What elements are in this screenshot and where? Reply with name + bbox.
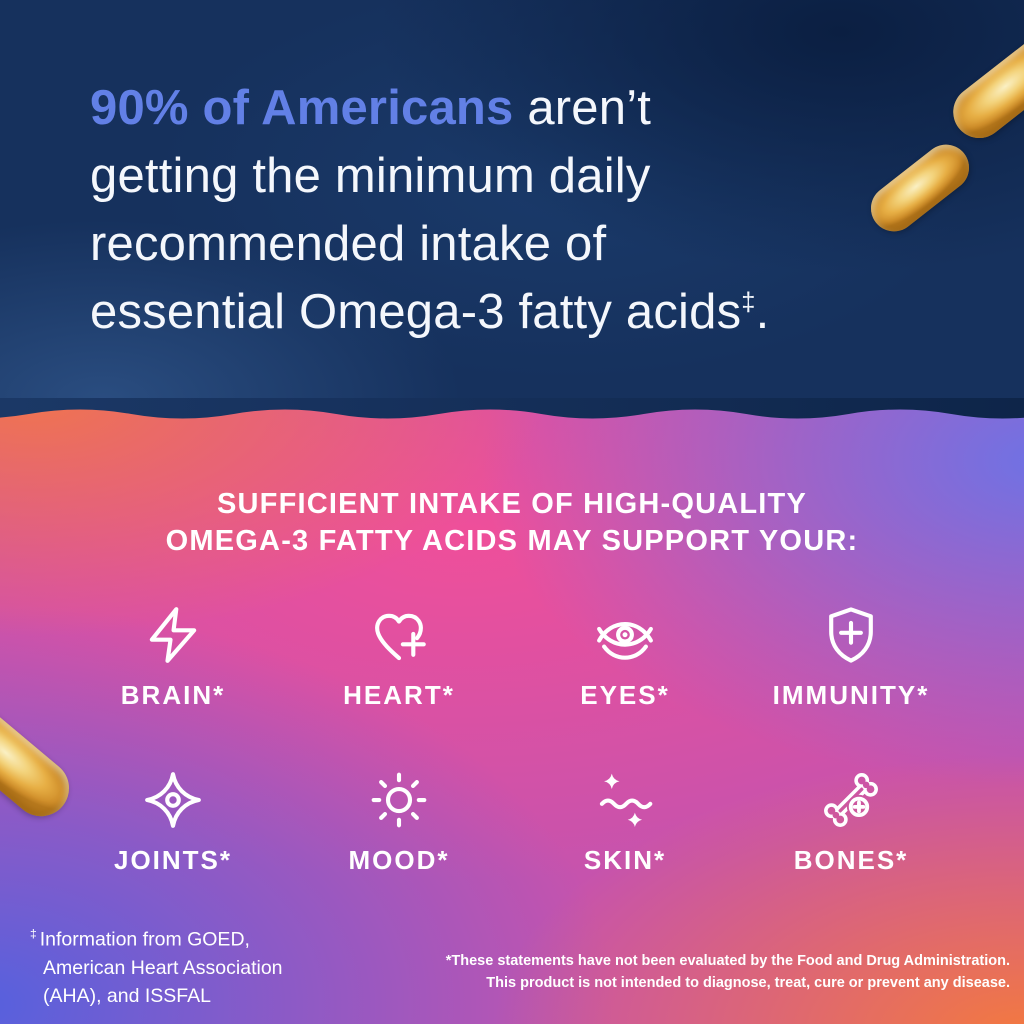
headline-line-1-rest: aren’t — [513, 81, 652, 135]
benefits-section: SUFFICIENT INTAKE OF HIGH-QUALITY OMEGA-… — [0, 398, 1024, 1024]
footnote-sources-line-1: ‡ Information from GOED, — [30, 920, 283, 954]
subheading: SUFFICIENT INTAKE OF HIGH-QUALITY OMEGA-… — [0, 486, 1024, 560]
benefit-label: MOOD* — [348, 845, 450, 875]
headline-line-3: recommended intake of — [90, 217, 607, 271]
headline-period: . — [755, 285, 770, 339]
benefit-label: JOINTS* — [113, 845, 233, 875]
benefit-label: BONES* — [793, 845, 909, 875]
wave-divider — [0, 398, 1024, 419]
headline-highlight: 90% of Americans — [90, 81, 514, 135]
benefit-joints: JOINTS* — [60, 767, 286, 876]
eye-icon — [597, 622, 653, 660]
benefit-skin: SKIN* — [512, 767, 738, 876]
double-dagger-marker: ‡ — [741, 288, 756, 317]
benefit-label: EYES* — [580, 680, 670, 710]
sun-icon — [371, 772, 427, 828]
headline-line-4: essential Omega-3 fatty acids‡. — [90, 278, 769, 346]
joint-sparkle-icon — [145, 772, 201, 828]
headline-line-2: getting the minimum daily — [90, 149, 651, 203]
benefit-eyes: EYES* — [512, 602, 738, 711]
footnote-sources: ‡ Information from GOED, American Heart A… — [30, 920, 283, 1010]
benefit-mood: MOOD* — [286, 767, 512, 876]
headline-line-1: 90% of Americans aren’t — [90, 74, 769, 142]
benefits-grid: BRAIN* HEART* EYES* — [60, 602, 964, 876]
footnote-fda-disclaimer: *These statements have not been evaluate… — [410, 950, 1010, 994]
shield-plus-icon — [829, 607, 873, 663]
benefit-label: IMMUNITY* — [772, 680, 930, 710]
subheading-line-2: OMEGA-3 FATTY ACIDS MAY SUPPORT YOUR: — [165, 525, 859, 557]
benefit-immunity: IMMUNITY* — [738, 602, 964, 711]
benefit-heart: HEART* — [286, 602, 512, 711]
benefit-label: SKIN* — [583, 845, 667, 875]
benefit-label: BRAIN* — [120, 680, 226, 710]
headline: 90% of Americans aren’t getting the mini… — [90, 74, 769, 346]
headline-section: 90% of Americans aren’t getting the mini… — [0, 0, 1024, 400]
benefit-brain: BRAIN* — [60, 602, 286, 711]
heart-plus-icon — [375, 613, 426, 661]
skin-wave-sparkle-icon — [599, 773, 653, 827]
footnote-sources-line-3: (AHA), and ISSFAL — [43, 984, 211, 1007]
double-dagger-marker: ‡ — [30, 927, 37, 941]
benefit-label: HEART* — [343, 680, 455, 710]
lightning-icon — [149, 607, 197, 663]
bone-plus-icon — [824, 773, 878, 827]
footnote-fda-line-1: *These statements have not been evaluate… — [445, 953, 1010, 969]
footnote-sources-line-2: American Heart Association — [43, 956, 283, 979]
benefit-bones: BONES* — [738, 767, 964, 876]
footnote-sources-text: Information from GOED, — [39, 928, 250, 951]
headline-line-4-text: essential Omega-3 fatty acids — [90, 285, 742, 339]
footnote-fda-line-2: This product is not intended to diagnose… — [486, 975, 1010, 991]
subheading-line-1: SUFFICIENT INTAKE OF HIGH-QUALITY — [216, 488, 808, 520]
